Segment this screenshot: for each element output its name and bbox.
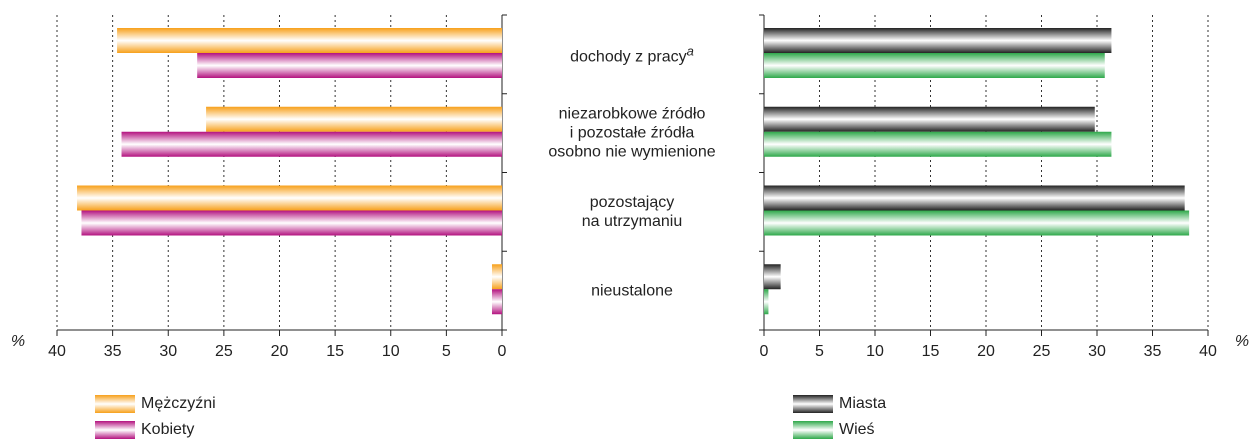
legend-swatch: [95, 395, 135, 413]
legend-swatch: [793, 421, 833, 439]
x-tick-label: 35: [1144, 343, 1162, 360]
x-tick-label: 40: [48, 343, 66, 360]
x-tick-label: 25: [215, 343, 233, 360]
legend-label: Kobiety: [141, 421, 194, 438]
legend-label: Wieś: [839, 421, 875, 438]
x-tick-label: 25: [1033, 343, 1051, 360]
bar: [764, 289, 769, 315]
bar: [764, 185, 1185, 211]
category-label: dochody z pracya: [512, 42, 752, 67]
bar: [764, 131, 1112, 157]
bar: [491, 289, 502, 315]
x-tick-label: 20: [977, 343, 995, 360]
legend-label: Miasta: [839, 395, 886, 412]
bar: [197, 53, 503, 78]
x-tick-label: 30: [1088, 343, 1106, 360]
x-tick-label: 0: [760, 343, 769, 360]
x-tick-label: 10: [382, 343, 400, 360]
x-tick-label: 30: [159, 343, 177, 360]
x-tick-label: 15: [922, 343, 940, 360]
category-text: pozostający na utrzymaniu: [581, 193, 683, 230]
category-label: pozostający na utrzymaniu: [512, 193, 752, 231]
x-tick-label: 0: [498, 343, 507, 360]
bar: [121, 131, 503, 157]
legend-label: Mężczyźni: [141, 395, 216, 412]
bar: [81, 210, 502, 236]
category-text: nieustalone: [591, 282, 673, 300]
legend-swatch: [95, 421, 135, 439]
legend-swatch: [793, 395, 833, 413]
bar: [764, 210, 1190, 236]
x-tick-label: 15: [326, 343, 344, 360]
bar: [764, 106, 1095, 132]
category-label: niezarobkowe źródło i pozostałe źródła o…: [512, 105, 752, 162]
footnote-mark: a: [686, 43, 694, 59]
category-text: niezarobkowe źródło i pozostałe źródła o…: [548, 105, 716, 161]
bar: [764, 264, 781, 290]
bar: [206, 106, 502, 132]
bar: [77, 185, 503, 211]
x-tick-label: 40: [1199, 343, 1217, 360]
x-tick-label: 5: [442, 343, 451, 360]
unit-label: %: [11, 333, 25, 350]
bar: [764, 28, 1112, 53]
bar: [491, 264, 502, 290]
x-tick-label: 35: [104, 343, 122, 360]
bar: [117, 28, 502, 53]
x-tick-label: 20: [271, 343, 289, 360]
category-label: nieustalone: [512, 281, 752, 300]
bar: [764, 53, 1105, 78]
x-tick-label: 10: [866, 343, 884, 360]
x-tick-label: 5: [815, 343, 824, 360]
unit-label: %: [1235, 333, 1249, 350]
category-text: dochody z pracy: [570, 49, 687, 67]
